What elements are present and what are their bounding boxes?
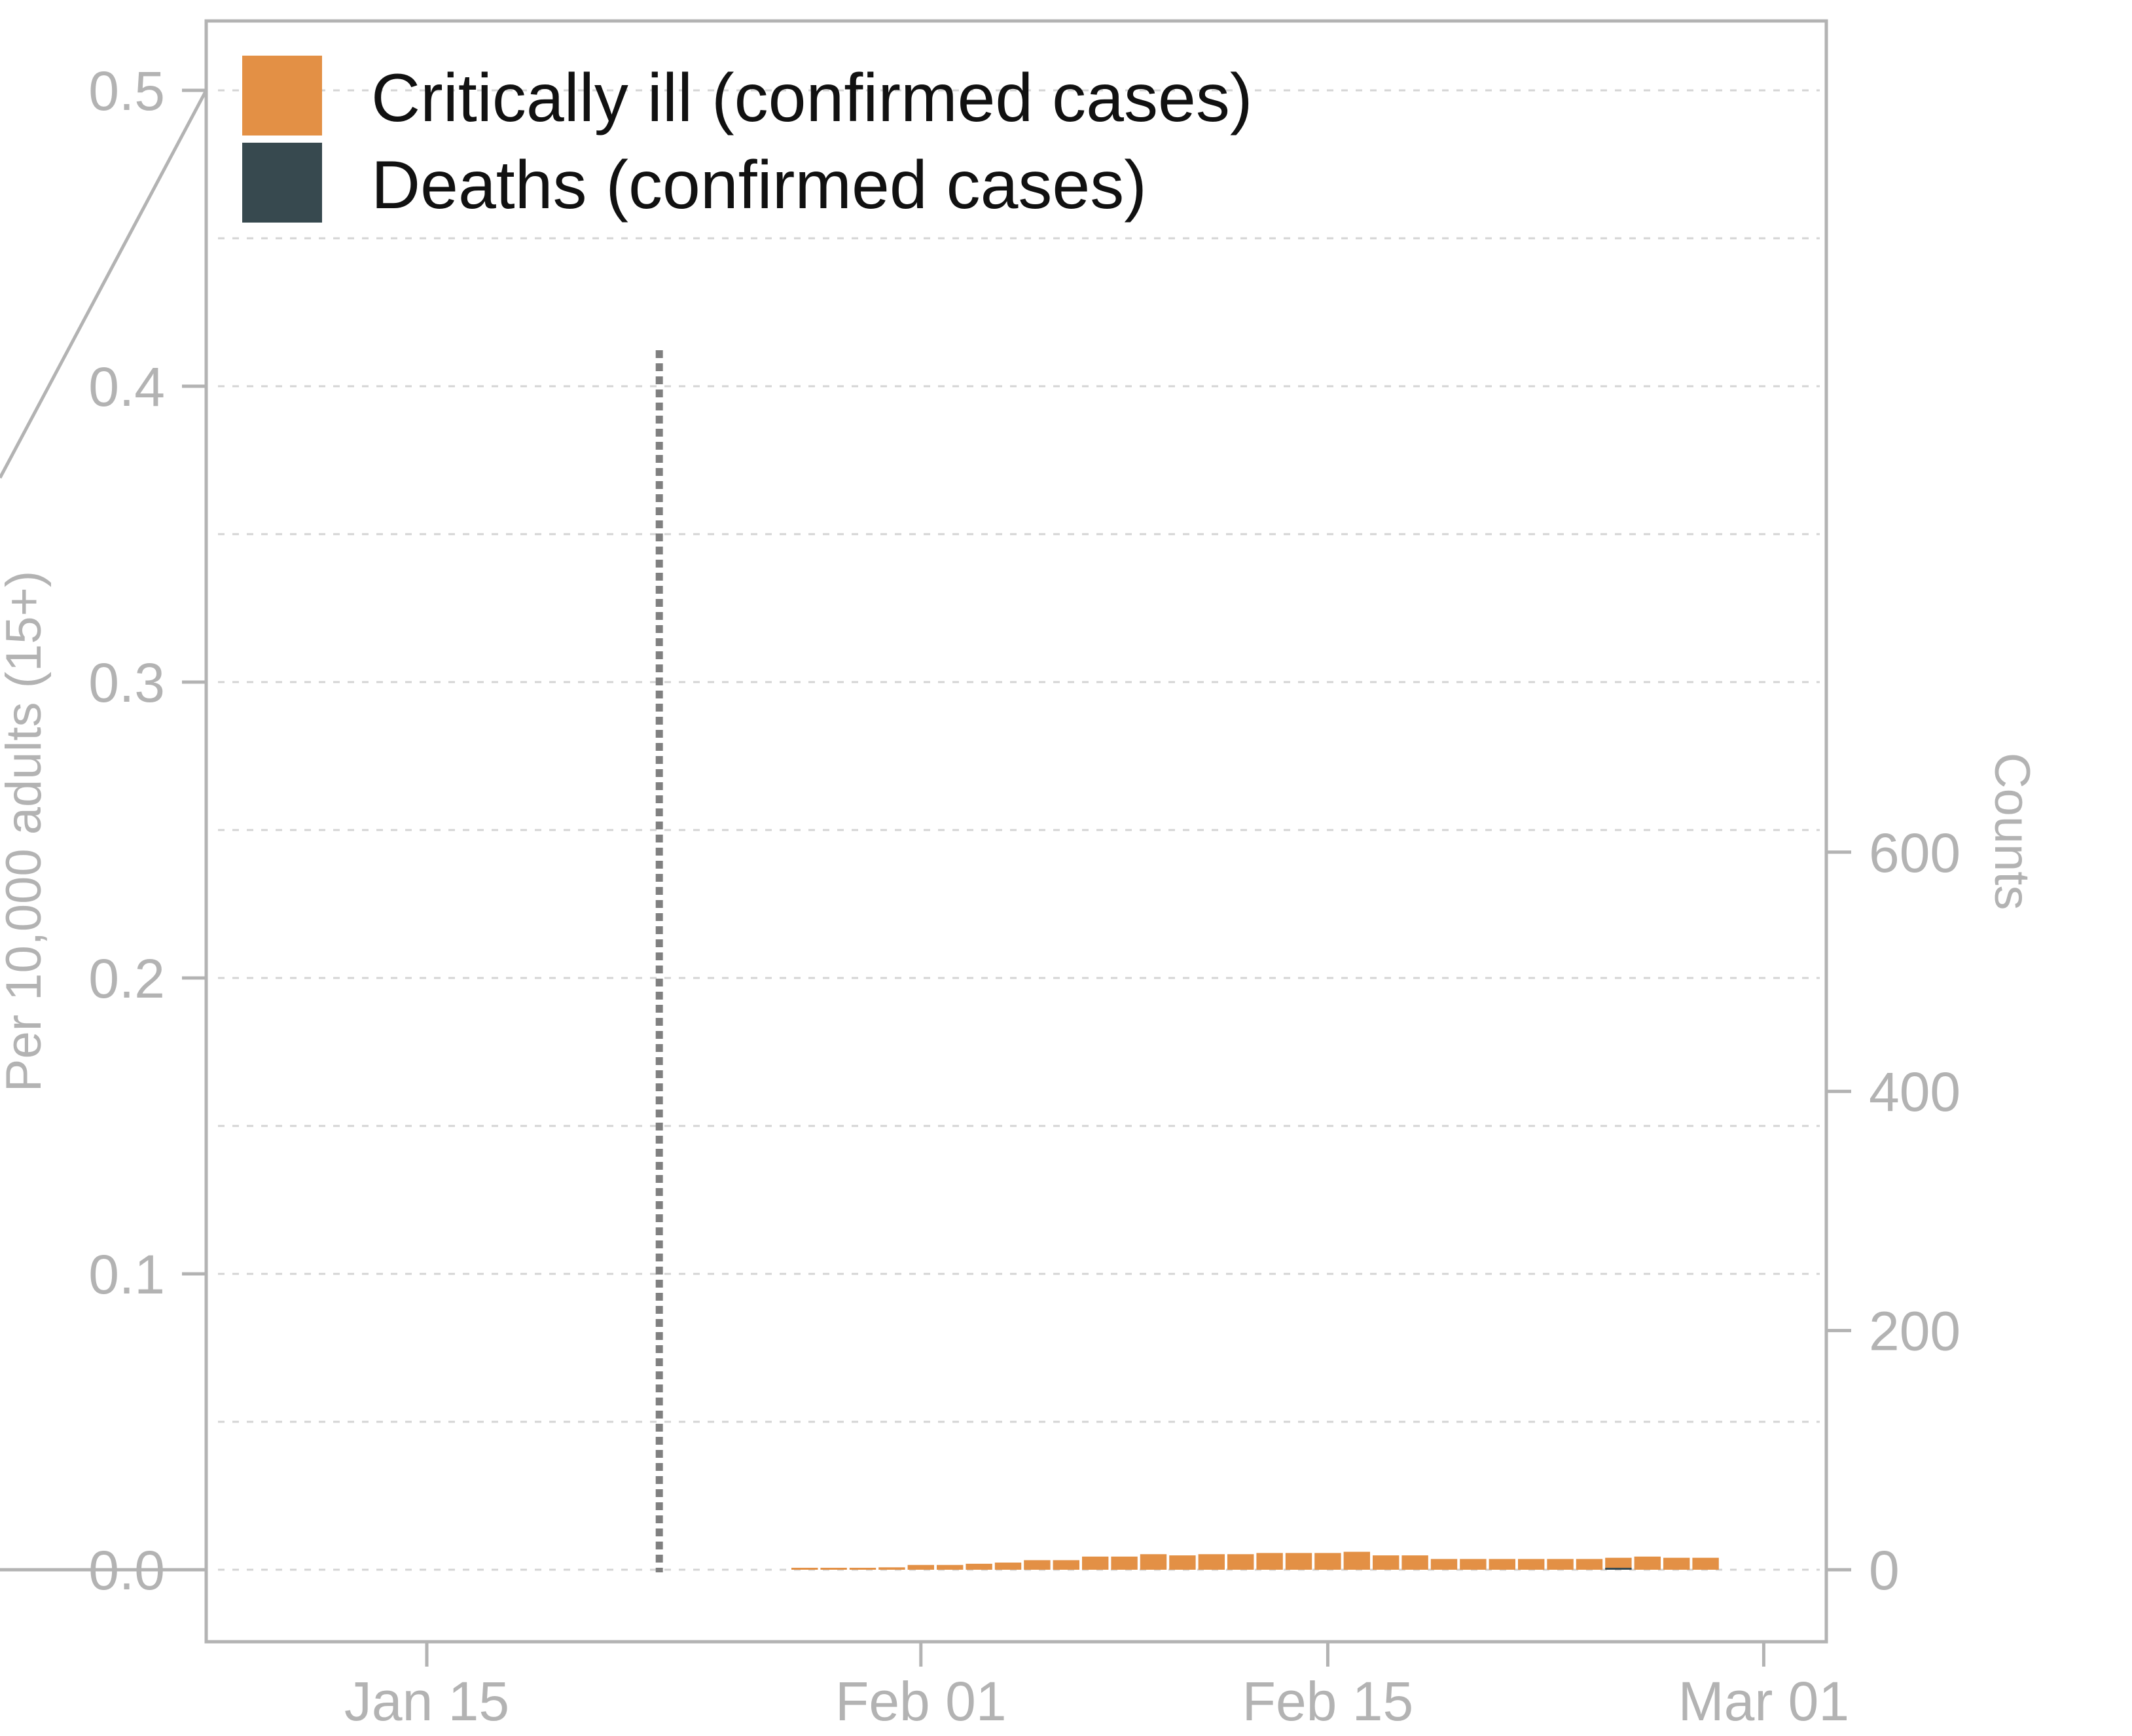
legend-label-critically-ill: Critically ill (confirmed cases)	[371, 60, 1252, 136]
bar-critically-ill	[1634, 1556, 1661, 1570]
bar-critically-ill	[994, 1563, 1022, 1570]
bar-critically-ill	[1285, 1553, 1312, 1570]
bar-critically-ill	[937, 1564, 964, 1570]
x-tick-label-jan-15: Jan 15	[344, 1671, 509, 1732]
bar-critically-ill	[1663, 1557, 1690, 1570]
right-axis-title: Counts	[1984, 753, 2040, 911]
bar-critically-ill	[1518, 1559, 1545, 1570]
bar-critically-ill	[1256, 1553, 1283, 1570]
x-tick-label-mar-01: Mar 01	[1678, 1671, 1849, 1732]
x-tick-label-feb-15: Feb 15	[1242, 1671, 1414, 1732]
right-tick-label-200: 200	[1869, 1301, 1960, 1362]
legend-swatch-critically-ill	[242, 56, 322, 136]
bar-critically-ill	[1489, 1559, 1515, 1570]
legend-swatch-deaths	[242, 143, 322, 223]
bar-critically-ill	[1430, 1559, 1458, 1570]
left-tick-label-0-2: 0.2	[88, 948, 165, 1009]
bar-critically-ill	[1547, 1559, 1574, 1570]
left-tick-label-0-1: 0.1	[88, 1244, 165, 1305]
bar-critically-ill	[791, 1568, 818, 1570]
bar-critically-ill	[1169, 1555, 1196, 1570]
left-tick-label-0-3: 0.3	[88, 652, 165, 714]
bars	[791, 1551, 1719, 1570]
bar-critically-ill	[1111, 1556, 1138, 1570]
bar-critically-ill	[1198, 1554, 1225, 1570]
legend: Critically ill (confirmed cases) Deaths …	[242, 56, 1252, 223]
bar-critically-ill	[820, 1568, 847, 1570]
bar-critically-ill	[1373, 1555, 1400, 1570]
right-tick-label-600: 600	[1869, 822, 1960, 884]
plot-panel-border	[204, 19, 1828, 1644]
right-y-axis: 0 200 400 600	[1826, 822, 1960, 1601]
x-axis: Jan 15 Feb 01 Feb 15 Mar 01	[344, 1642, 1849, 1732]
bar-critically-ill	[1692, 1557, 1719, 1570]
bar-deaths	[1605, 1568, 1632, 1570]
bar-critically-ill	[1460, 1559, 1487, 1570]
connector-line-top	[0, 89, 208, 479]
right-tick-label-0: 0	[1869, 1540, 1900, 1601]
bar-critically-ill	[878, 1567, 905, 1570]
bar-critically-ill	[1401, 1555, 1428, 1570]
left-axis-title: Per 10,000 adults (15+)	[0, 571, 52, 1092]
bar-critically-ill	[907, 1564, 934, 1570]
legend-label-deaths: Deaths (confirmed cases)	[371, 147, 1147, 223]
bar-critically-ill	[849, 1568, 876, 1570]
bar-critically-ill	[1053, 1560, 1079, 1570]
bar-critically-ill	[966, 1563, 992, 1570]
left-tick-label-0-5: 0.5	[88, 60, 165, 122]
x-tick-label-feb-01: Feb 01	[835, 1671, 1007, 1732]
bar-critically-ill	[1082, 1556, 1109, 1570]
right-tick-label-400: 400	[1869, 1061, 1960, 1123]
left-tick-label-0-4: 0.4	[88, 356, 165, 418]
bar-critically-ill	[1140, 1554, 1167, 1570]
bar-critically-ill	[1314, 1553, 1341, 1570]
left-y-axis: 0.0 0.1 0.2 0.3 0.4 0.5	[88, 60, 206, 1601]
left-tick-label-0-0: 0.0	[88, 1540, 165, 1601]
bar-critically-ill	[1343, 1551, 1370, 1570]
bar-critically-ill	[1024, 1560, 1051, 1570]
bar-critically-ill	[1576, 1559, 1603, 1570]
bar-critically-ill	[1605, 1557, 1632, 1570]
bar-critically-ill	[1227, 1554, 1254, 1570]
